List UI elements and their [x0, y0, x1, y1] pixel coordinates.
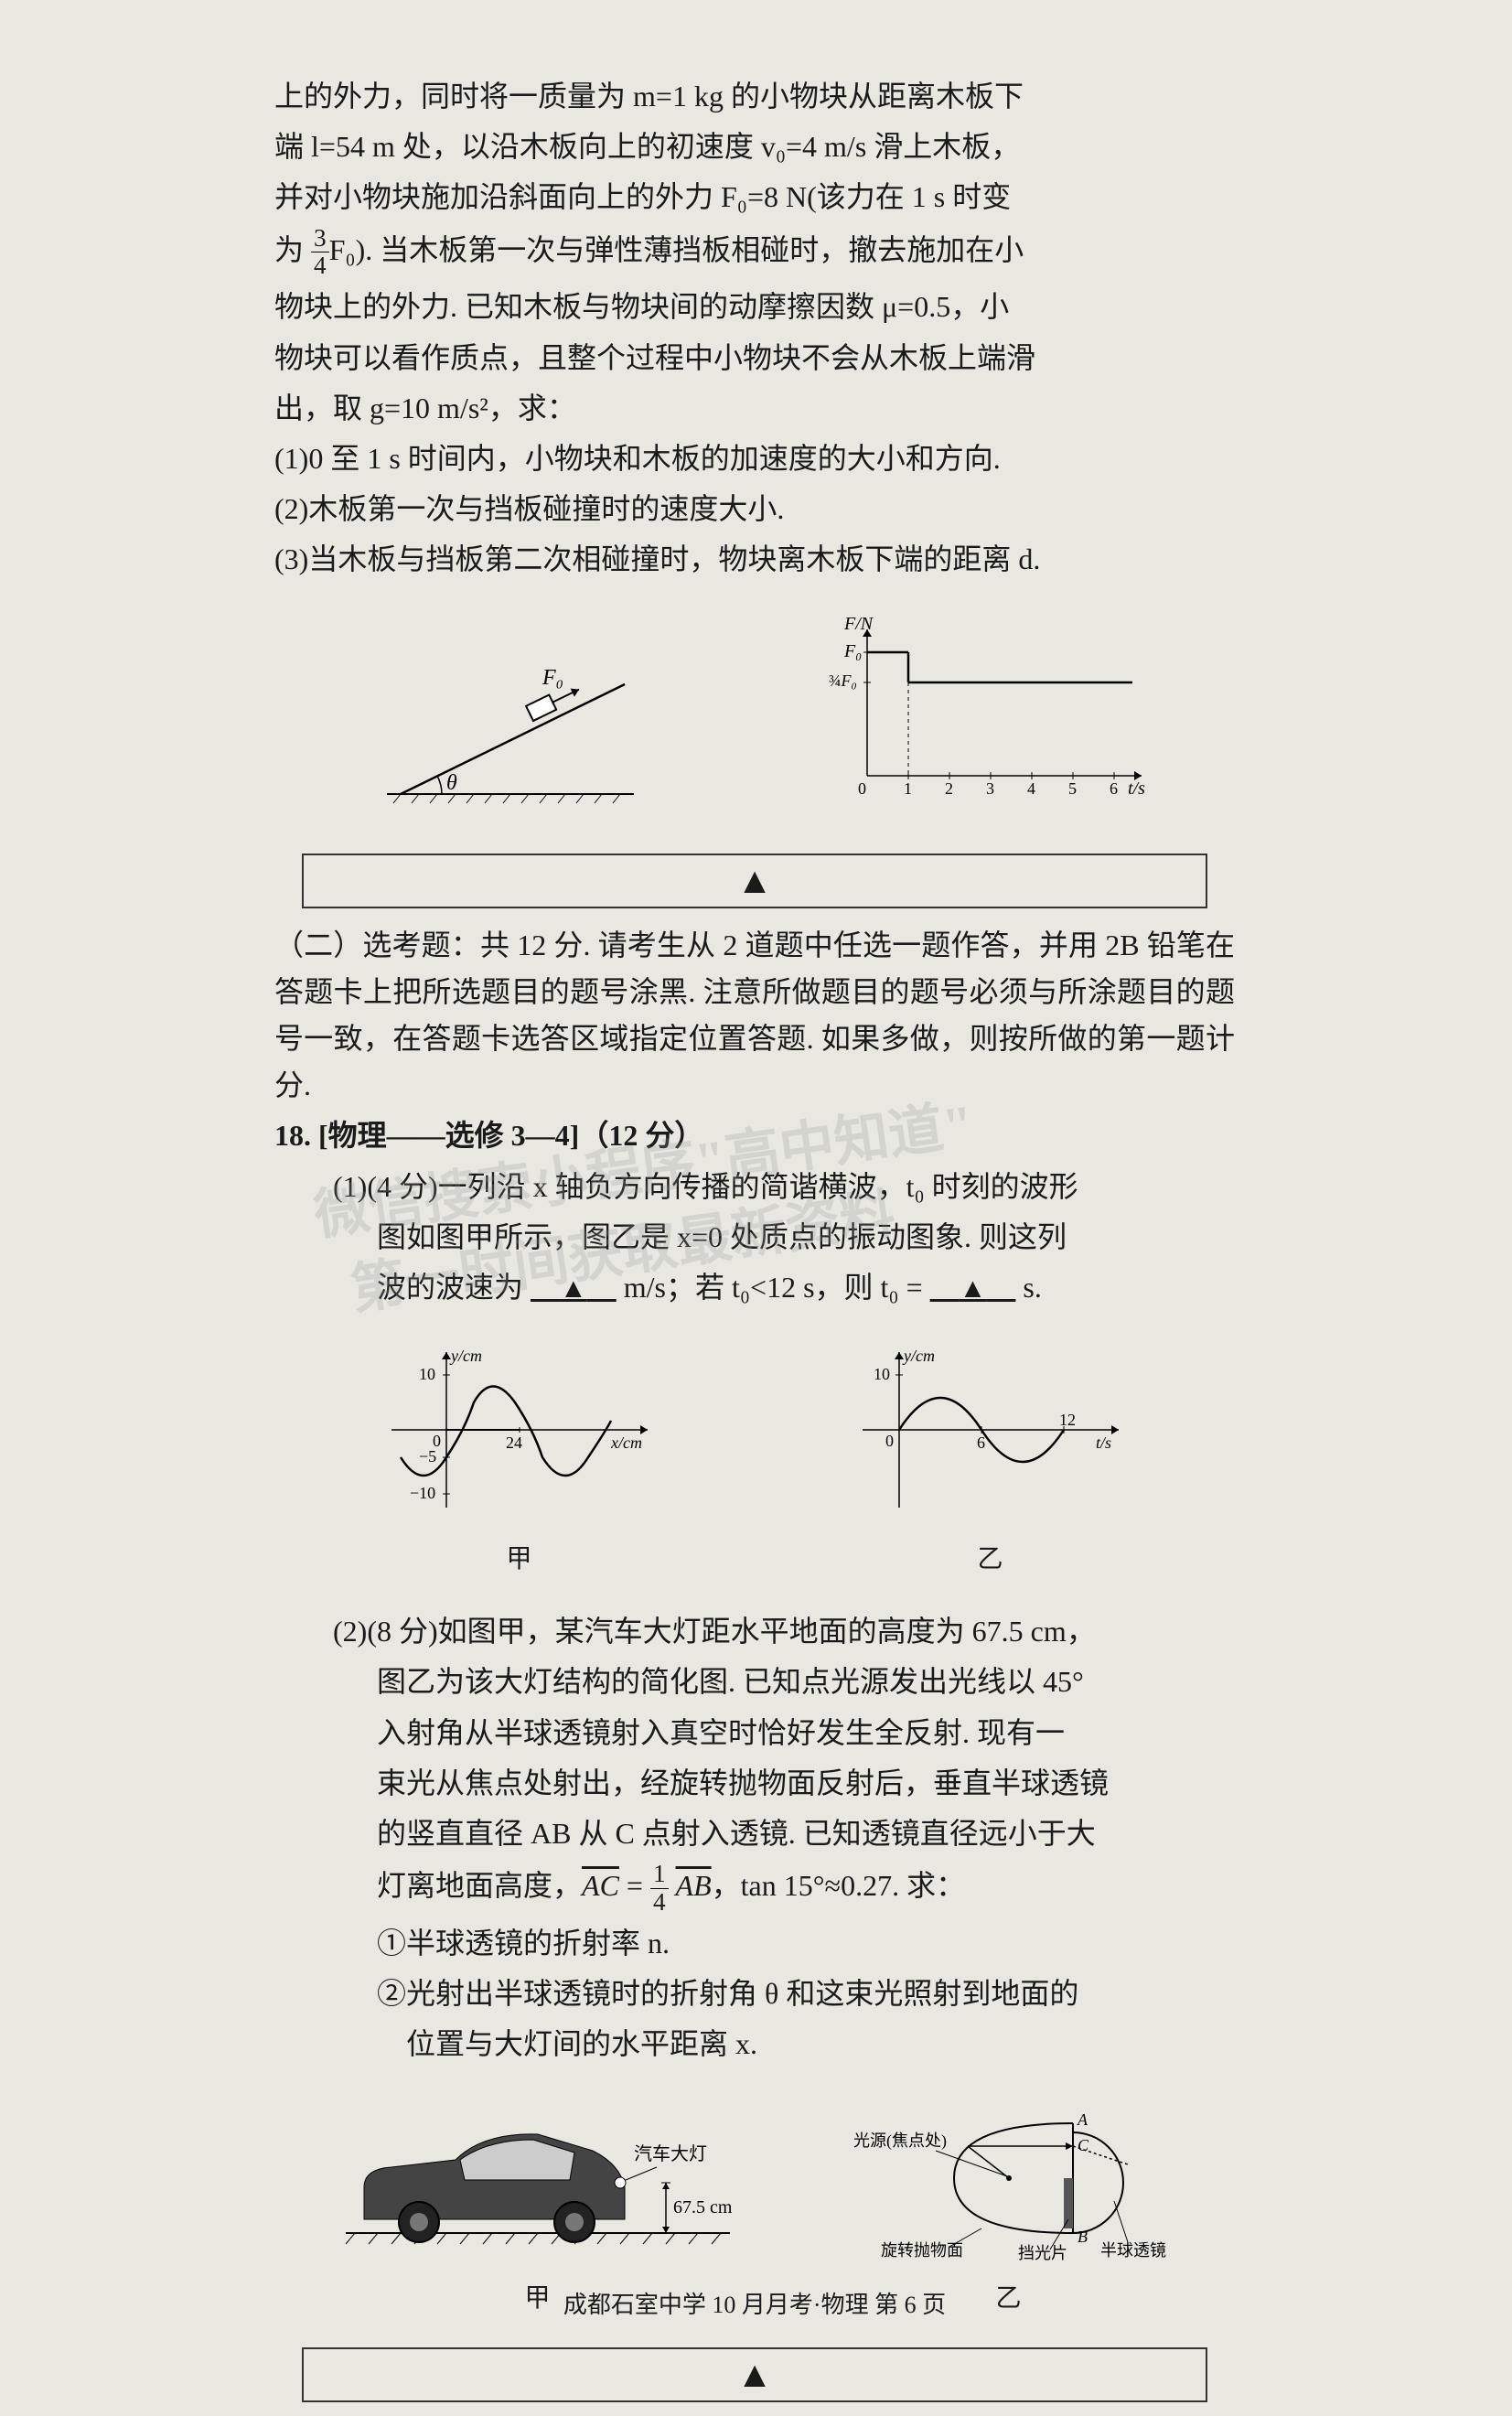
frac-den-2: 4: [650, 1889, 669, 1917]
problem-text-4: 为 34F₀). 当木板第一次与弹性薄挡板相碰时，撤去施加在小: [274, 225, 1235, 281]
q18p2-line4: 束光从焦点处射出，经旋转抛物面反射后，垂直半球透镜: [377, 1760, 1235, 1807]
frac-1-4: 14: [650, 1861, 669, 1917]
blank-1: ▲: [531, 1271, 617, 1304]
figure-row-2: y/cm x/cm 10 −5 −10 0 24 甲: [274, 1329, 1235, 1590]
blank-2: ▲: [930, 1271, 1016, 1304]
q18p2-sq2b: 位置与大灯间的水平距离 x.: [406, 2021, 1235, 2067]
answer-box-2: ▲: [302, 2347, 1207, 2402]
svg-text:F₀: F₀: [542, 666, 563, 690]
problem-text-1: 上的外力，同时将一质量为 m=1 kg 的小物块从距离木板下: [274, 73, 1235, 120]
svg-text:F₀: F₀: [843, 641, 862, 661]
ab-overline: AB: [676, 1869, 712, 1902]
svg-text:B: B: [1078, 2228, 1088, 2246]
problem-text-7: 出，取 g=10 m/s²，求：: [274, 385, 1235, 432]
svg-text:67.5 cm: 67.5 cm: [673, 2197, 733, 2217]
svg-text:x/cm: x/cm: [610, 1433, 642, 1452]
lens-svg: 光源(焦点处) A C B 旋转抛物面 挡光片 半球透镜: [844, 2096, 1174, 2260]
force-graph-svg: F/N t/s F₀ ¾F₀ 0 1 2 3 4 5 6: [812, 611, 1160, 812]
p4-mid: F₀). 当木板第一次与弹性薄挡板相碰时，撤去施加在小: [329, 232, 1024, 265]
frac-num: 3: [311, 225, 329, 253]
svg-text:5: 5: [1068, 779, 1077, 798]
q18p2-post: ，tan 15°≈0.27. 求：: [712, 1869, 965, 1902]
p4-pre: 为: [274, 232, 311, 265]
wave-left-svg: y/cm x/cm 10 −5 −10 0 24: [382, 1338, 657, 1521]
wave-graph-left: y/cm x/cm 10 −5 −10 0 24 甲: [382, 1338, 657, 1581]
triangle-marker-icon: ▲: [736, 863, 773, 899]
problem-text-6: 物块可以看作质点，且整个过程中小物块不会从木板上端滑: [274, 335, 1235, 381]
svg-text:F/N: F/N: [843, 614, 874, 634]
frac-num-2: 1: [650, 1861, 669, 1889]
subquestion-1: (1)0 至 1 s 时间内，小物块和木板的加速度的大小和方向.: [274, 435, 1235, 482]
svg-text:12: 12: [1059, 1411, 1076, 1429]
svg-text:6: 6: [1110, 779, 1118, 798]
problem-text-5: 物块上的外力. 已知木板与物块间的动摩擦因数 μ=0.5，小: [274, 284, 1235, 330]
answer-box-1: ▲: [302, 854, 1207, 908]
q18-p1-line2: 图如图甲所示，图乙是 x=0 处质点的振动图象. 则这列: [377, 1214, 1235, 1261]
q18p2-line1: (2)(8 分)如图甲，某汽车大灯距水平地面的高度为 67.5 cm，: [274, 1608, 1235, 1655]
car-svg: 汽车大灯 67.5 cm: [337, 2096, 739, 2260]
svg-text:¾F₀: ¾F₀: [829, 671, 857, 690]
svg-text:0: 0: [858, 779, 866, 798]
figure-row-1: θ F₀ F/N t/s F₀ ¾F₀: [274, 602, 1235, 835]
wave-right-svg: y/cm t/s 10 0 6 12: [853, 1338, 1128, 1521]
svg-text:汽车大灯: 汽车大灯: [634, 2143, 707, 2164]
q18-p1-mid: m/s；若 t₀<12 s，则 t₀ =: [617, 1271, 930, 1304]
svg-text:t/s: t/s: [1096, 1433, 1111, 1452]
q18p2-line3: 入射角从半球透镜射入真空时恰好发生全反射. 现有一: [377, 1710, 1235, 1756]
q18p2-line2: 图乙为该大灯结构的简化图. 已知点光源发出光线以 45°: [377, 1659, 1235, 1705]
subquestion-3: (3)当木板与挡板第二次相碰撞时，物块离木板下端的距离 d.: [274, 536, 1235, 583]
svg-text:2: 2: [945, 779, 953, 798]
svg-text:10: 10: [419, 1365, 435, 1383]
svg-text:半球透镜: 半球透镜: [1100, 2241, 1166, 2260]
q18p2-line6: 灯离地面高度，AC = 14 AB，tan 15°≈0.27. 求：: [377, 1861, 1235, 1917]
svg-text:t/s: t/s: [1128, 778, 1145, 799]
svg-text:光源(焦点处): 光源(焦点处): [853, 2131, 947, 2151]
incline-figure: θ F₀: [350, 629, 680, 826]
problem-text-2: 端 l=54 m 处，以沿木板向上的初速度 v₀=4 m/s 滑上木板，: [274, 123, 1235, 170]
frac-3-4: 34: [311, 225, 329, 281]
section2-intro: （二）选考题：共 12 分. 请考生从 2 道题中任选一题作答，并用 2B 铅笔…: [274, 922, 1235, 1110]
svg-text:A: A: [1077, 2110, 1088, 2129]
svg-text:−5: −5: [419, 1447, 436, 1466]
q18-p1-line3: 波的波速为 ▲ m/s；若 t₀<12 s，则 t₀ = ▲ s.: [377, 1264, 1235, 1311]
page-footer: 成都石室中学 10 月月考·物理 第 6 页: [274, 2286, 1235, 2325]
svg-text:0: 0: [433, 1432, 441, 1450]
svg-text:6: 6: [977, 1433, 985, 1452]
svg-text:10: 10: [874, 1365, 890, 1383]
q18p2-pre: 灯离地面高度，: [377, 1869, 582, 1902]
page-content: 上的外力，同时将一质量为 m=1 kg 的小物块从距离木板下 端 l=54 m …: [274, 73, 1235, 2416]
svg-text:3: 3: [986, 779, 994, 798]
blank-triangle-icon-2: ▲: [960, 1273, 987, 1304]
svg-text:4: 4: [1027, 779, 1035, 798]
svg-text:−10: −10: [410, 1484, 435, 1502]
wave-graph-right: y/cm t/s 10 0 6 12 乙: [853, 1338, 1128, 1581]
triangle-marker-icon-2: ▲: [736, 2357, 773, 2393]
blank-triangle-icon: ▲: [560, 1273, 587, 1304]
q18-header: 18. [物理——选修 3—4]（12 分）: [274, 1112, 1235, 1159]
force-graph-figure: F/N t/s F₀ ¾F₀ 0 1 2 3 4 5 6: [812, 611, 1160, 826]
wave-left-caption: 甲: [382, 1540, 657, 1581]
q18p2-line5: 的竖直直径 AB 从 C 点射入透镜. 已知透镜直径远小于大: [377, 1810, 1235, 1857]
q18-p1-line1: (1)(4 分)一列沿 x 轴负方向传播的简谐横波，t₀ 时刻的波形: [274, 1164, 1235, 1210]
svg-text:24: 24: [506, 1433, 522, 1452]
problem-text-3: 并对小物块施加沿斜面向上的外力 F₀=8 N(该力在 1 s 时变: [274, 174, 1235, 220]
svg-text:y/cm: y/cm: [449, 1347, 482, 1365]
q18-p1-pre: 波的波速为: [377, 1271, 531, 1304]
subquestion-2: (2)木板第一次与挡板碰撞时的速度大小.: [274, 486, 1235, 532]
svg-text:1: 1: [904, 779, 912, 798]
svg-text:y/cm: y/cm: [902, 1347, 935, 1365]
svg-text:θ: θ: [446, 771, 457, 795]
q18-p1-post: s.: [1015, 1271, 1041, 1304]
wave-right-caption: 乙: [853, 1540, 1128, 1581]
incline-svg: θ F₀: [350, 629, 680, 812]
q18p2-sq1: ①半球透镜的折射率 n.: [377, 1920, 1235, 1967]
svg-text:0: 0: [885, 1432, 894, 1450]
svg-text:旋转抛物面: 旋转抛物面: [881, 2241, 963, 2260]
q18p2-sq2: ②光射出半球透镜时的折射角 θ 和这束光照射到地面的: [377, 1970, 1235, 2017]
frac-den: 4: [311, 252, 329, 280]
ac-overline: AC: [582, 1869, 619, 1902]
svg-text:挡光片: 挡光片: [1018, 2244, 1067, 2260]
